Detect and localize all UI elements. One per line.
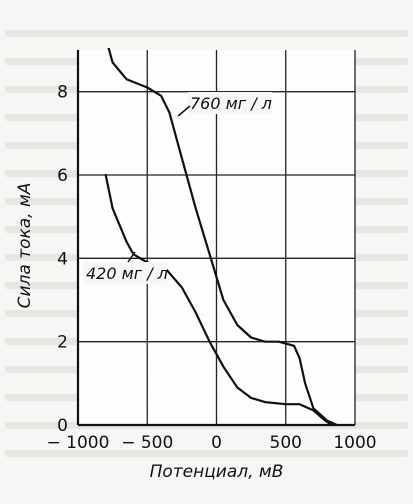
y-tick-label: 4: [57, 249, 68, 269]
y-axis-title: Сила тока, мА: [15, 183, 35, 309]
axes: [76, 50, 355, 427]
background-text-line: [5, 450, 408, 457]
x-tick-label: 0: [211, 433, 222, 453]
background-text-line: [5, 30, 408, 37]
y-tick-label: 2: [57, 333, 68, 353]
x-axis-title: Потенциал, мВ: [150, 462, 284, 482]
annotation-leader-line: [127, 251, 136, 263]
annotation-layer: 760 мг / л 420 мг / л: [83, 92, 272, 284]
x-tick-label: 500: [270, 433, 302, 453]
annotation-420: 420 мг / л: [86, 264, 168, 283]
y-tick-label: 8: [57, 83, 68, 103]
x-tick-label: − 1000: [47, 433, 110, 453]
annotation-background: [83, 262, 167, 284]
annotation-760: 760 мг / л: [190, 94, 272, 113]
series-line-1: [107, 48, 339, 427]
series-layer: [104, 48, 339, 427]
x-tick-label: 1000: [333, 433, 376, 453]
annotation-leader-line: [177, 105, 191, 117]
y-tick-label: 0: [57, 416, 68, 436]
axis-labels: − 1000 − 500 0 500 1000 0 2 4 6 8 Потенциал, мВ Сил…: [15, 83, 377, 482]
series-line-2: [104, 173, 333, 427]
annotation-background: [188, 92, 272, 114]
x-tick-label: − 500: [121, 433, 173, 453]
y-tick-label: 6: [57, 166, 68, 186]
